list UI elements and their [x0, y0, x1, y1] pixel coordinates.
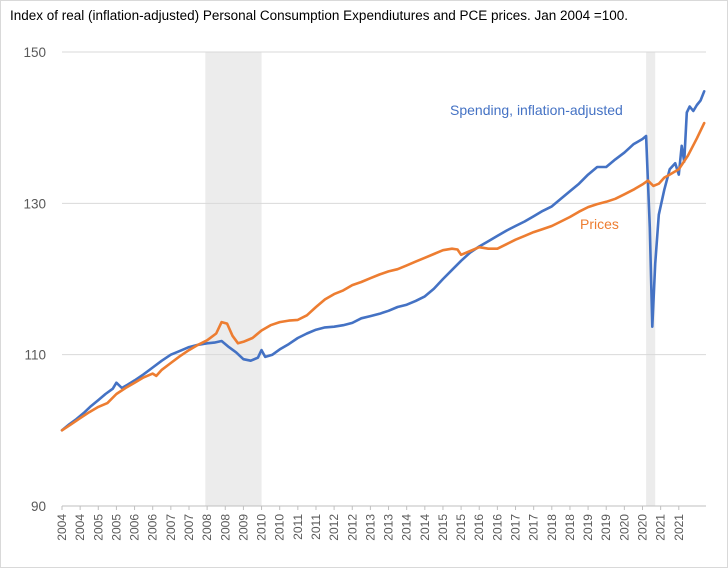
x-tick-label: 2004	[55, 514, 69, 541]
x-tick-label: 2016	[490, 514, 504, 541]
x-tick-label: 2011	[309, 514, 323, 540]
x-axis-ticks: 2004 2004 2005 2005 2006 2006 2007 2007 2008 2008…	[55, 506, 686, 541]
x-tick-label: 2013	[382, 514, 396, 541]
x-tick-label: 2005	[109, 514, 123, 541]
x-tick-label: 2018	[545, 514, 559, 541]
x-tick-label: 2010	[273, 514, 287, 541]
x-tick-label: 2017	[527, 514, 541, 541]
x-tick-label: 2014	[400, 514, 414, 541]
x-tick-label: 2012	[327, 514, 341, 541]
series-label-spending: Spending, inflation-adjusted	[450, 102, 623, 118]
y-tick-label: 90	[31, 499, 46, 514]
x-tick-label: 2021	[654, 514, 668, 541]
recession-shading	[205, 52, 656, 506]
x-tick-label: 2019	[581, 514, 595, 541]
x-tick-label: 2019	[599, 514, 613, 541]
x-tick-label: 2007	[164, 514, 178, 541]
chart-title: Index of real (inflation-adjusted) Perso…	[10, 8, 628, 23]
x-tick-label: 2012	[345, 514, 359, 541]
series-line-spending	[60, 90, 706, 432]
series-lines	[60, 90, 706, 432]
x-tick-label: 2005	[91, 514, 105, 541]
x-tick-label: 2015	[436, 514, 450, 541]
x-tick-label: 2006	[146, 514, 160, 541]
y-axis-ticks: 90 110 130 150	[23, 45, 46, 514]
x-tick-label: 2021	[672, 514, 686, 541]
x-tick-label: 2015	[454, 514, 468, 541]
x-tick-label: 2020	[617, 514, 631, 541]
x-tick-label: 2009	[236, 514, 250, 541]
x-tick-label: 2004	[73, 514, 87, 541]
series-line-prices	[60, 121, 706, 432]
x-tick-label: 2020	[636, 514, 650, 541]
y-tick-label: 150	[23, 45, 46, 60]
recession-band-1	[205, 52, 262, 506]
x-tick-label: 2008	[200, 514, 214, 541]
y-tick-label: 130	[23, 196, 46, 211]
x-tick-label: 2014	[418, 514, 432, 541]
x-tick-label: 2016	[472, 514, 486, 541]
x-tick-label: 2017	[509, 514, 523, 541]
x-tick-label: 2008	[218, 514, 232, 541]
y-tick-label: 110	[24, 348, 46, 363]
x-tick-label: 2006	[128, 514, 142, 541]
x-tick-label: 2007	[182, 514, 196, 541]
x-tick-label: 2010	[255, 514, 269, 541]
x-tick-label: 2018	[563, 514, 577, 541]
x-tick-label: 2013	[363, 514, 377, 541]
series-label-prices: Prices	[580, 216, 619, 232]
x-tick-label: 2011	[291, 514, 305, 540]
horizontal-gridlines	[62, 51, 706, 356]
